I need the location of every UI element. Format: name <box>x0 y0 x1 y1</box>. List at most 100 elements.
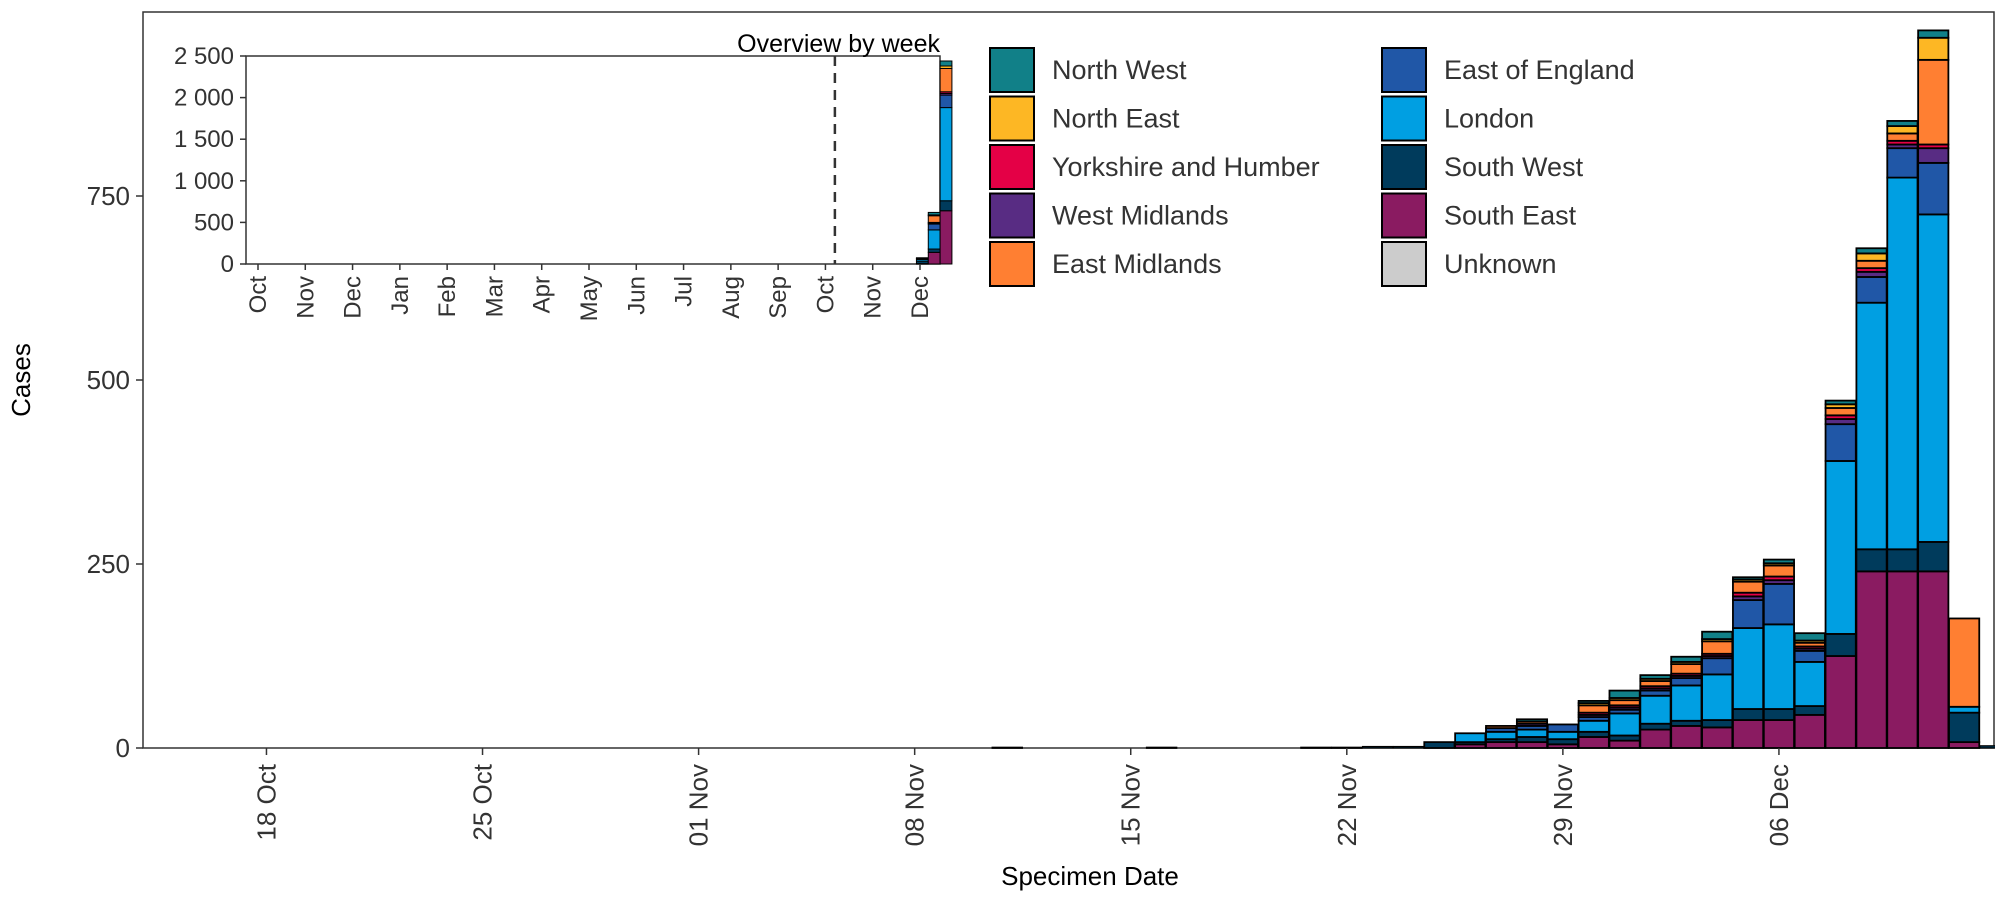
bar-segment-south_west <box>1701 719 1734 729</box>
inset-bar-segment-south_west <box>939 200 953 212</box>
legend-label: North West <box>1052 55 1187 85</box>
legend-swatch <box>1381 47 1427 93</box>
legend-item: Yorkshire and Humber <box>989 144 1320 190</box>
inset-panel-border <box>245 55 941 265</box>
bar-segment-north_west <box>1824 399 1857 406</box>
bar-segment-north_west <box>1608 689 1641 699</box>
legend-swatch <box>1381 192 1427 239</box>
inset-bar-segment-east_midlands <box>939 67 953 93</box>
inset-y-axis: 0 500 1 000 1 500 2 000 2 500 <box>174 43 246 278</box>
bar-segment-north_west <box>1793 632 1826 642</box>
bar-segment-london <box>1454 732 1487 744</box>
inset-x-tick-label: Sep <box>765 276 792 319</box>
inset-y-tick-label: 2 500 <box>174 43 234 70</box>
bar-segment-south_west <box>1762 708 1795 721</box>
bar-segment-south_west <box>1423 741 1456 749</box>
main-x-axis: 18 Oct 25 Oct 01 Nov 08 Nov 15 Nov 22 Nov 29 N… <box>251 748 1794 846</box>
legend-swatch <box>1381 241 1427 287</box>
bar-segment-south_west <box>1793 705 1826 716</box>
bar-segment-south_east <box>1886 570 1919 749</box>
main-y-axis: 0 250 500 750 <box>87 181 143 763</box>
bar-segment-london <box>1670 684 1703 722</box>
bar-segment-london <box>1639 694 1672 725</box>
bar-segment-east_midlands <box>1886 132 1919 142</box>
legend-item: London <box>1381 95 1534 142</box>
inset-bar-segment-london <box>927 229 941 250</box>
legend: North West East of England North East Londo… <box>989 47 1635 287</box>
x-tick-label: 18 Oct <box>251 763 281 840</box>
bar-segment-south_east <box>1670 725 1703 749</box>
inset-y-tick-label: 1 000 <box>174 168 234 195</box>
inset-x-tick-label: Oct <box>812 276 839 314</box>
bar-segment-east_midlands <box>1732 580 1765 594</box>
x-tick-label: 22 Nov <box>1332 764 1362 846</box>
inset-bar-segment-east_midlands <box>927 215 941 223</box>
bar-segment-london <box>1793 660 1826 707</box>
legend-swatch <box>1381 95 1427 142</box>
bar-segment-north_west <box>1701 630 1734 640</box>
inset-x-tick-label: Nov <box>292 276 319 319</box>
inset-x-tick-label: Nov <box>860 276 887 319</box>
y-tick-label: 250 <box>87 549 130 579</box>
x-tick-label: 06 Dec <box>1764 764 1794 846</box>
bar-segment-london <box>1485 730 1518 741</box>
inset-y-tick-label: 0 <box>221 251 234 278</box>
bar-segment-south_east <box>1732 719 1765 749</box>
bar-segment-east_midlands <box>1577 704 1610 714</box>
legend-item: North West <box>989 47 1187 93</box>
inset-bar-segment-north_west <box>927 211 941 216</box>
bar-segment-south_east <box>1762 719 1795 749</box>
bar-segment-south_east <box>1608 739 1641 749</box>
inset-x-tick-label: Jul <box>671 276 698 307</box>
bar-segment-small <box>991 746 1023 749</box>
inset-y-tick-label: 2 000 <box>174 85 234 112</box>
bar-segment-east_of_england <box>1917 161 1950 216</box>
y-axis-title: Cases <box>6 343 36 417</box>
bar-segment-north_east <box>1886 125 1919 135</box>
legend-swatch <box>989 241 1035 287</box>
bar-segment-north_west <box>1855 247 1888 255</box>
legend-swatch <box>989 95 1035 142</box>
inset-x-tick-label: Dec <box>340 276 367 319</box>
bar-segment-south_east <box>1577 736 1610 749</box>
bar-segment-london <box>1577 719 1610 733</box>
bar-segment-london <box>1824 460 1857 635</box>
bar-segment-east_of_england <box>1886 147 1919 179</box>
inset-x-tick-label: Jan <box>387 276 414 315</box>
inset-x-tick-label: Mar <box>481 276 508 317</box>
inset-y-tick-label: 500 <box>194 209 234 236</box>
legend-swatch <box>989 192 1035 239</box>
legend-label: East Midlands <box>1052 249 1222 279</box>
bar-segment-north_west <box>1762 558 1795 565</box>
bar-segment-north_east <box>1917 36 1950 61</box>
bar-segment-north_west <box>1732 576 1765 581</box>
bar-segment-london <box>1886 176 1919 551</box>
bar-segment-east_midlands <box>1855 259 1888 270</box>
bar-segment-small <box>1145 746 1178 749</box>
bar-segment-south_west <box>1917 541 1950 573</box>
bar-segment-east_midlands <box>1948 617 1981 708</box>
bar-segment-north_west <box>1515 718 1549 723</box>
bar-segment-north_west <box>1670 655 1703 663</box>
inset-bar-segment-london <box>939 107 953 202</box>
legend-label: South East <box>1444 201 1577 231</box>
inset-bar-segment-south_east <box>939 210 953 265</box>
inset-x-tick-label: Feb <box>434 276 461 317</box>
bar-segment-east_midlands <box>1917 58 1950 146</box>
bar-segment-london <box>1608 712 1641 737</box>
bar-segment-london <box>1855 301 1888 551</box>
inset-x-tick-label: Dec <box>907 276 934 319</box>
inset-bar-segment-north_west <box>915 257 929 259</box>
legend-label: Yorkshire and Humber <box>1052 152 1320 182</box>
inset-bar-segment-east_of_england <box>939 94 953 109</box>
x-tick-label: 01 Nov <box>684 764 714 846</box>
bar-segment-south_east <box>1824 655 1857 749</box>
x-tick-label: 15 Nov <box>1116 764 1146 846</box>
y-tick-label: 0 <box>116 733 130 763</box>
legend-label: Unknown <box>1444 249 1557 279</box>
legend-item: East of England <box>1381 47 1635 93</box>
x-tick-label: 25 Oct <box>468 763 498 840</box>
bar-segment-north_west <box>1917 29 1950 39</box>
bar-segment-east_of_england <box>1762 582 1795 626</box>
